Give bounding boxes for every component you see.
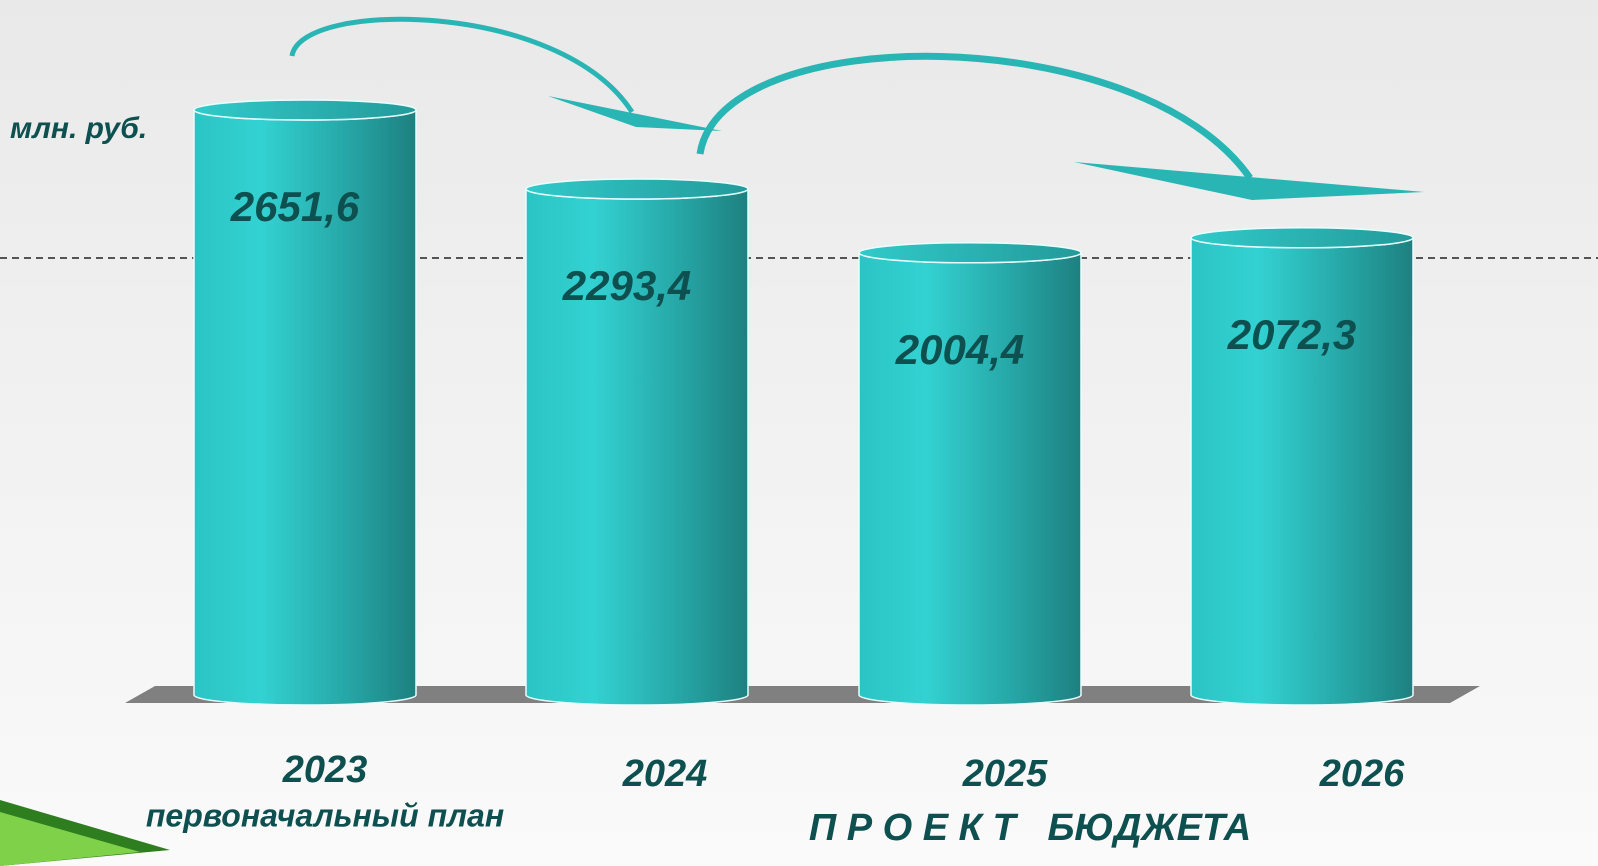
- bar-cap: [525, 178, 749, 200]
- corner-arrow-light: [0, 812, 140, 866]
- value-label: 2293,4: [562, 262, 691, 309]
- value-label: 2072,3: [1227, 311, 1356, 358]
- unit-label: млн. руб.: [10, 112, 147, 145]
- annotation: П Р О Е К Т БЮДЖЕТА: [809, 807, 1251, 849]
- bar-cap: [1190, 227, 1414, 249]
- arrow-curve: [696, 52, 1253, 181]
- floor: [125, 686, 1480, 703]
- x-tick-label: 2026: [1319, 753, 1405, 795]
- x-tick-label: 2025: [962, 753, 1048, 795]
- x-tick-label: 2023: [282, 749, 368, 791]
- value-label: 2651,6: [230, 183, 360, 230]
- bars: [193, 99, 1414, 706]
- bar: [1190, 237, 1414, 706]
- x-tick-label: 2024: [622, 753, 708, 795]
- annotation: первоначальный план: [146, 797, 504, 833]
- arrow-head: [548, 96, 722, 131]
- value-label: 2004,4: [895, 326, 1024, 373]
- bar: [858, 252, 1082, 706]
- bar-cap: [858, 242, 1082, 264]
- arrow-curve: [289, 16, 635, 114]
- bar-cap: [193, 99, 417, 121]
- arrow-head: [1074, 162, 1424, 200]
